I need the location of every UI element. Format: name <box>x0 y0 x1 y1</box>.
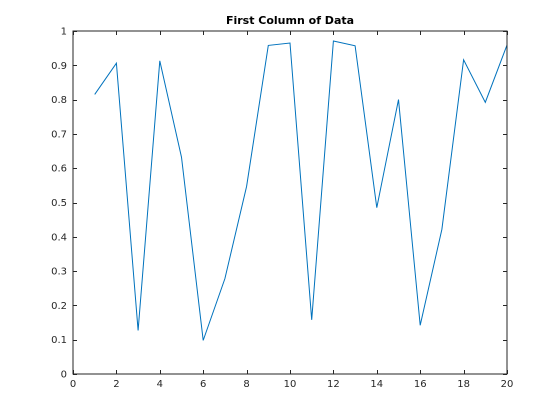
x-axis-ticks: 0 2 4 6 8 10 12 14 16 18 20 <box>70 31 514 390</box>
y-tick-label: 0.1 <box>51 335 67 346</box>
x-tick-label: 10 <box>284 379 297 390</box>
y-tick-label: 0 <box>61 370 67 381</box>
y-tick-label: 0.8 <box>51 95 67 106</box>
y-tick-label: 0.4 <box>51 232 67 243</box>
x-tick-label: 0 <box>70 379 76 390</box>
x-tick-label: 2 <box>113 379 119 390</box>
y-tick-label: 0.6 <box>51 164 67 175</box>
chart-title: First Column of Data <box>226 14 354 27</box>
y-tick-label: 0.7 <box>51 129 67 140</box>
y-tick-label: 1 <box>61 27 67 38</box>
x-tick-label: 18 <box>457 379 470 390</box>
data-line-series-1 <box>94 40 508 341</box>
x-tick-label: 12 <box>327 379 340 390</box>
y-tick-label: 0.9 <box>51 61 67 72</box>
x-tick-label: 20 <box>501 379 514 390</box>
x-tick-label: 6 <box>200 379 206 390</box>
series-layer <box>94 40 508 341</box>
y-tick-label: 0.5 <box>51 198 67 209</box>
x-tick-label: 14 <box>370 379 383 390</box>
plot-area <box>73 31 507 374</box>
x-tick-label: 4 <box>157 379 163 390</box>
y-axis-ticks: 0 0.1 0.2 0.3 0.4 0.5 0.6 0.7 0.8 0.9 1 <box>51 27 507 381</box>
x-tick-label: 16 <box>414 379 427 390</box>
y-tick-label: 0.2 <box>51 301 67 312</box>
x-tick-label: 8 <box>243 379 249 390</box>
y-tick-label: 0.3 <box>51 267 67 278</box>
